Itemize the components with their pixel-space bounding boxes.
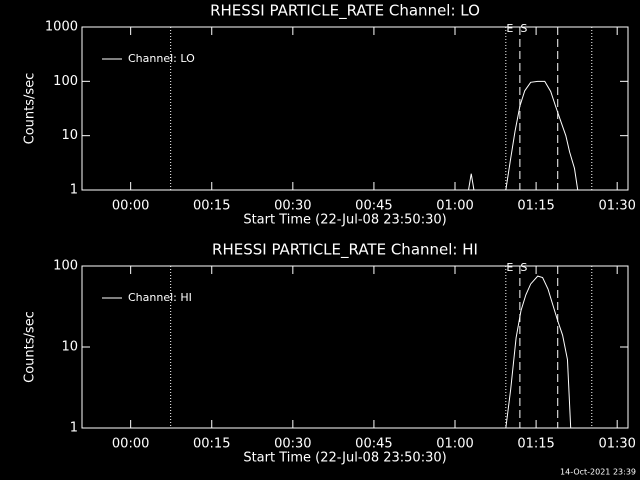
data-line xyxy=(82,275,628,429)
x-tick-label: 01:30 xyxy=(598,199,635,214)
x-tick-label: 01:15 xyxy=(517,199,554,214)
x-tick-label: 00:30 xyxy=(274,437,311,452)
y-tick-label: 1 xyxy=(70,183,78,198)
chart-title: RHESSI PARTICLE_RATE Channel: LO xyxy=(210,2,480,21)
annotation: E xyxy=(506,22,513,35)
y-axis-label: Counts/sec xyxy=(23,311,38,383)
x-tick-label: 00:00 xyxy=(112,199,149,214)
footer-date: 14-Oct-2021 23:39 xyxy=(560,468,636,477)
data-line xyxy=(82,80,628,191)
x-tick-label: 00:15 xyxy=(193,437,230,452)
y-tick-label: 1000 xyxy=(45,20,78,35)
x-tick-label: 00:30 xyxy=(274,199,311,214)
x-axis-label: Start Time (22-Jul-08 23:50:30) xyxy=(243,213,446,228)
y-tick-label: 1 xyxy=(70,421,78,436)
annotation: S xyxy=(520,22,527,35)
y-tick-label: 10 xyxy=(61,128,78,143)
x-tick-label: 01:15 xyxy=(517,437,554,452)
legend-label: Channel: HI xyxy=(128,291,192,304)
x-axis-label: Start Time (22-Jul-08 23:50:30) xyxy=(243,451,446,466)
y-tick-label: 100 xyxy=(53,74,78,89)
y-tick-label: 10 xyxy=(61,340,78,355)
x-tick-label: 00:00 xyxy=(112,437,149,452)
annotation: E xyxy=(506,261,513,274)
y-tick-label: 100 xyxy=(53,259,78,274)
x-tick-label: 01:30 xyxy=(598,437,635,452)
x-tick-label: 01:00 xyxy=(436,437,473,452)
x-tick-label: 00:45 xyxy=(355,199,392,214)
legend-label: Channel: LO xyxy=(128,52,195,65)
x-tick-label: 00:15 xyxy=(193,199,230,214)
chart-title: RHESSI PARTICLE_RATE Channel: HI xyxy=(212,241,478,260)
y-axis-label: Counts/sec xyxy=(23,73,38,145)
x-tick-label: 01:00 xyxy=(436,199,473,214)
x-tick-label: 00:45 xyxy=(355,437,392,452)
annotation: S xyxy=(520,261,527,274)
